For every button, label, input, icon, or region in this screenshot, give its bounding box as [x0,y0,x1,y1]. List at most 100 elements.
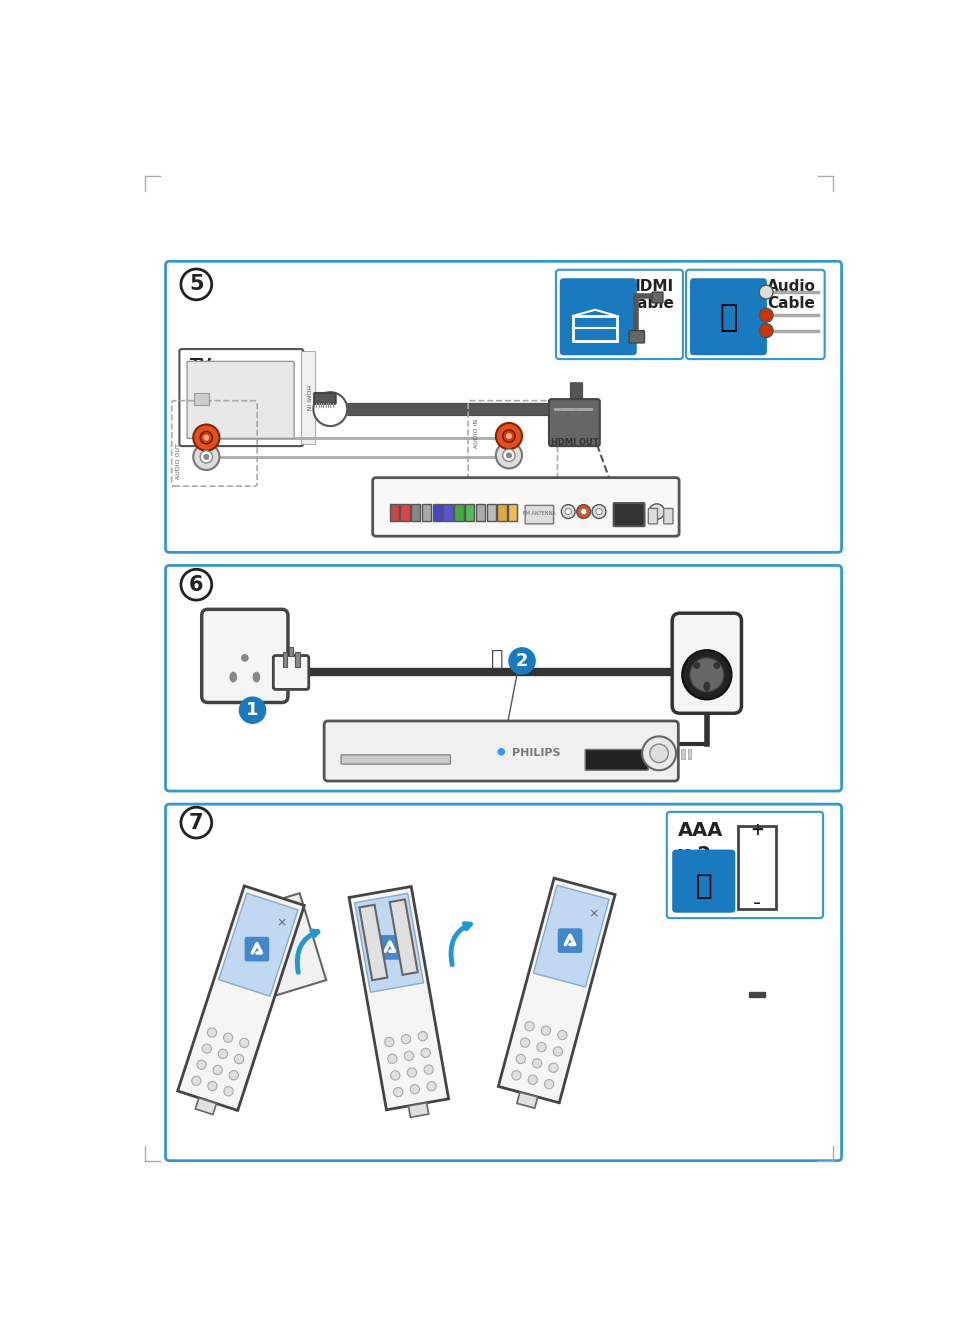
Text: ×: × [276,916,287,929]
Bar [454,504,463,520]
Bar [476,504,484,520]
Circle shape [384,1038,394,1047]
Circle shape [390,1071,399,1080]
Polygon shape [517,1092,537,1108]
Bar [737,826,776,908]
Circle shape [213,1066,222,1075]
FancyBboxPatch shape [166,804,841,1161]
Text: TV: TV [190,357,212,372]
Polygon shape [218,894,297,996]
Circle shape [596,508,601,515]
Circle shape [560,504,575,519]
Circle shape [208,1082,217,1091]
Bar [433,504,441,520]
FancyBboxPatch shape [201,609,288,703]
Circle shape [516,1054,525,1063]
Circle shape [649,744,668,763]
Text: 📦: 📦 [695,871,711,900]
Text: AUDIO IN: AUDIO IN [474,420,478,449]
Circle shape [502,430,515,442]
FancyBboxPatch shape [524,506,553,524]
Text: 1: 1 [246,702,258,719]
Text: 2: 2 [516,651,528,670]
Text: AAA
x 2: AAA x 2 [677,821,722,863]
Polygon shape [349,887,448,1110]
Text: HDMI
Cable: HDMI Cable [625,279,673,311]
Bar [421,504,431,520]
Bar [389,504,398,520]
Ellipse shape [241,654,249,662]
Circle shape [506,453,511,458]
Ellipse shape [702,682,710,691]
Circle shape [420,1049,430,1058]
Bar [294,651,299,667]
Circle shape [200,450,213,463]
Circle shape [229,1071,238,1080]
Text: 5: 5 [189,274,203,294]
Circle shape [759,285,772,299]
Text: ⏻: ⏻ [491,649,503,670]
FancyBboxPatch shape [685,270,823,359]
FancyBboxPatch shape [559,278,636,355]
Text: Audio
Cable: Audio Cable [765,279,815,311]
Circle shape [508,647,535,674]
Ellipse shape [229,671,237,682]
Circle shape [193,425,219,450]
Text: HDMI IN: HDMI IN [305,385,310,410]
Text: +: + [749,821,763,839]
Circle shape [218,1049,227,1058]
Circle shape [200,432,213,444]
Polygon shape [389,899,417,974]
Circle shape [532,1059,541,1068]
Circle shape [207,1027,216,1037]
Bar [687,749,691,759]
Polygon shape [245,894,326,997]
Circle shape [239,1038,249,1047]
Circle shape [511,1071,520,1080]
FancyBboxPatch shape [648,508,657,524]
Circle shape [520,1038,529,1047]
Bar [486,504,496,520]
Circle shape [204,454,209,459]
Circle shape [423,1064,433,1074]
FancyBboxPatch shape [274,655,309,690]
Bar [193,393,210,405]
Polygon shape [408,1103,428,1117]
Circle shape [558,1030,566,1039]
Circle shape [548,1063,558,1072]
FancyBboxPatch shape [377,935,402,960]
Bar [497,504,506,520]
Circle shape [577,504,590,519]
Circle shape [234,1054,243,1063]
FancyBboxPatch shape [166,565,841,790]
FancyBboxPatch shape [166,261,841,552]
Circle shape [648,504,664,519]
FancyBboxPatch shape [187,361,294,438]
FancyBboxPatch shape [584,749,648,771]
Circle shape [497,748,504,755]
Bar [301,351,314,444]
FancyBboxPatch shape [324,722,678,781]
Circle shape [689,658,723,691]
Bar [464,504,474,520]
Circle shape [387,1054,396,1063]
Circle shape [224,1087,233,1096]
FancyBboxPatch shape [666,812,822,918]
Polygon shape [355,894,423,992]
Circle shape [759,323,772,338]
Circle shape [592,504,605,519]
Text: 🛒: 🛒 [719,303,737,332]
FancyBboxPatch shape [652,293,662,303]
Text: AUDIO OUT: AUDIO OUT [175,442,180,479]
Text: FM ANTENNA: FM ANTENNA [522,511,555,515]
Ellipse shape [313,392,347,426]
Circle shape [540,1026,550,1035]
Polygon shape [359,904,387,980]
FancyBboxPatch shape [672,850,735,912]
FancyBboxPatch shape [628,331,644,343]
Circle shape [641,736,676,771]
Circle shape [181,808,212,838]
FancyBboxPatch shape [613,503,644,526]
FancyBboxPatch shape [244,937,269,961]
Circle shape [537,1042,545,1051]
